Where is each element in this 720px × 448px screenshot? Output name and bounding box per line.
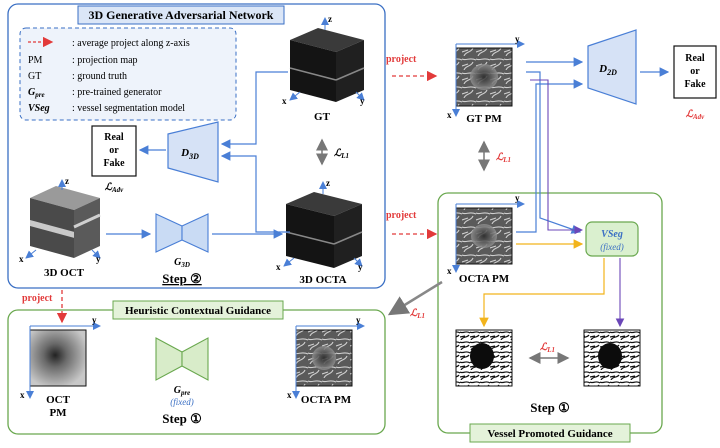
- oct3d-label: 3D OCT: [44, 267, 85, 279]
- svg-text:x: x: [19, 254, 24, 264]
- gt-pm-label: GT PM: [466, 113, 502, 125]
- gan-panel-title: 3D Generative Adversarial Network: [89, 8, 274, 22]
- octa-pm-bottom-image: y x OCTA PM: [287, 315, 365, 406]
- svg-text:x: x: [276, 262, 281, 272]
- svg-text:x: x: [447, 110, 452, 120]
- hcg-panel-title: Heuristic Contextual Guidance: [125, 305, 271, 317]
- gt-label: GT: [314, 111, 331, 123]
- svg-text:z: z: [65, 176, 69, 186]
- gan-panel: 3D Generative Adversarial Network: [7, 3, 386, 289]
- svg-text:x: x: [282, 96, 287, 106]
- svg-text:Fake: Fake: [684, 79, 706, 90]
- vpg-panel-title: Vessel Promoted Guidance: [487, 428, 612, 440]
- legend-key-2: GT: [28, 71, 41, 82]
- gt-cube: z x y GT: [282, 14, 365, 123]
- svg-text:x: x: [287, 390, 292, 400]
- oct-pm-label-2: PM: [49, 407, 67, 419]
- svg-text:or: or: [109, 145, 119, 156]
- svg-text:y: y: [360, 96, 365, 106]
- svg-text:y: y: [358, 262, 363, 272]
- vpg-panel: Vessel Promoted Guidance: [437, 192, 663, 443]
- real-fake-box-left: Real or Fake ℒAdv: [91, 125, 137, 194]
- oct3d-cube: z x y 3D OCT: [19, 176, 101, 279]
- d2d-discriminator: D2D: [587, 29, 637, 105]
- oct-pm-label-1: OCT: [46, 394, 71, 406]
- legend-desc-3: : pre-trained generator: [72, 87, 162, 98]
- svg-text:y: y: [92, 315, 97, 325]
- arrow-vpg-to-hcg: [387, 280, 443, 316]
- seg-map-left: [455, 329, 513, 387]
- svg-text:x: x: [447, 266, 452, 276]
- project-label-oct: project: [22, 293, 53, 304]
- d3d-discriminator: D3D: [167, 121, 219, 183]
- svg-text:Fake: Fake: [103, 158, 125, 169]
- octa3d-label: 3D OCTA: [299, 274, 346, 286]
- g3d-generator: G3D Step ②: [155, 213, 209, 286]
- l1-label-cross: ℒL1: [410, 308, 425, 320]
- svg-text:y: y: [515, 34, 520, 44]
- svg-text:z: z: [328, 14, 332, 24]
- svg-text:Real: Real: [685, 53, 705, 64]
- arrow-octapm-to-d2d: [516, 79, 584, 233]
- legend-desc-2: : ground truth: [72, 71, 127, 82]
- svg-text:y: y: [96, 254, 101, 264]
- svg-text:Real: Real: [104, 132, 124, 143]
- legend-key-4: VSeg: [28, 103, 50, 114]
- gt-pm-image: y x GT PM: [447, 34, 525, 125]
- arrow-gt-to-d3d: [220, 71, 288, 149]
- svg-text:x: x: [20, 390, 25, 400]
- project-label-gt: project: [386, 54, 417, 65]
- oct-pm-image: y x OCT PM: [20, 315, 101, 419]
- hcg-panel: Heuristic Contextual Guidance: [7, 300, 386, 435]
- vseg-box: VSeg (fixed): [585, 221, 639, 257]
- octa3d-cube: z x y 3D OCTA: [276, 178, 363, 286]
- gpre-fixed-label: (fixed): [170, 397, 193, 407]
- step2-label: Step ②: [162, 271, 201, 286]
- gpre-generator: Gpre (fixed) Step ①: [155, 337, 209, 426]
- arrow-octa-to-d3d: [220, 151, 290, 233]
- l1-label-pm: ℒL1: [496, 152, 511, 164]
- vseg-label: VSeg: [601, 229, 623, 240]
- real-fake-box-right: Real or Fake ℒAdv: [673, 45, 717, 121]
- octa-pm-image: y x OCTA PM: [447, 193, 525, 285]
- octa-pm-label: OCTA PM: [459, 273, 510, 285]
- arrow-vseg-to-seg-left: [479, 258, 605, 328]
- adv-loss-right: ℒAdv: [686, 109, 705, 121]
- project-label-octa: project: [386, 210, 417, 221]
- seg-map-right: [583, 329, 641, 387]
- adv-loss-left: ℒAdv: [105, 182, 124, 194]
- svg-text:y: y: [515, 193, 520, 203]
- step1-right-label: Step ①: [530, 400, 569, 415]
- gpre-label: Gpre: [174, 385, 191, 397]
- legend-key-1: PM: [28, 55, 43, 66]
- svg-text:z: z: [326, 178, 330, 188]
- svg-text:y: y: [356, 315, 361, 325]
- step1-left-label: Step ①: [162, 411, 201, 426]
- octa-pm-bottom-label: OCTA PM: [301, 394, 352, 406]
- l1-label-3d: ℒL1: [334, 148, 349, 160]
- arrow-purple-to-vseg: [530, 79, 584, 235]
- legend-box: : average project along z-axis PM : proj…: [19, 27, 237, 121]
- legend-desc-0: : average project along z-axis: [72, 38, 190, 49]
- l1-label-seg: ℒL1: [540, 342, 555, 354]
- svg-text:or: or: [690, 66, 700, 77]
- legend-desc-4: : vessel segmentation model: [72, 103, 185, 114]
- legend-desc-1: : projection map: [72, 55, 138, 66]
- g3d-label: G3D: [174, 257, 190, 269]
- vseg-fixed-label: (fixed): [600, 242, 623, 252]
- arrow-gtpm-to-vseg: [526, 71, 582, 234]
